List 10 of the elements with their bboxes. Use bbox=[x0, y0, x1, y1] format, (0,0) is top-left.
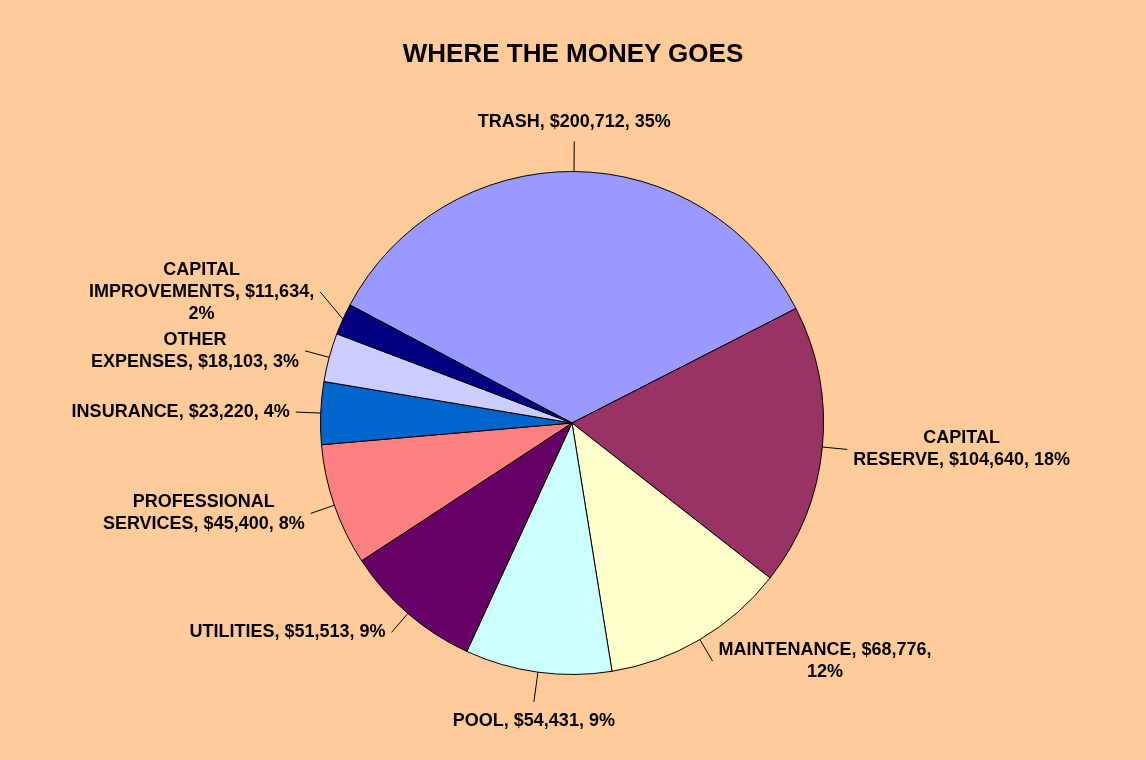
slice-label: TRASH, $200,712, 35% bbox=[477, 111, 671, 132]
slice-label: UTILITIES, $51,513, 9% bbox=[189, 621, 386, 642]
slice-label: CAPITAL RESERVE, $104,640, 18% bbox=[853, 427, 1071, 470]
slice-label: INSURANCE, $23,220, 4% bbox=[71, 401, 290, 422]
slice-label: POOL, $54,431, 9% bbox=[452, 709, 615, 730]
slice-label: MAINTENANCE, $68,776, 12% bbox=[718, 639, 932, 682]
slice-label: PROFESSIONAL SERVICES, $45,400, 8% bbox=[102, 491, 305, 534]
chart-title: WHERE THE MONEY GOES bbox=[402, 38, 744, 69]
slice-label: CAPITAL IMPROVEMENTS, $11,634, 2% bbox=[89, 258, 315, 323]
slice-label: OTHER EXPENSES, $18,103, 3% bbox=[90, 328, 300, 371]
